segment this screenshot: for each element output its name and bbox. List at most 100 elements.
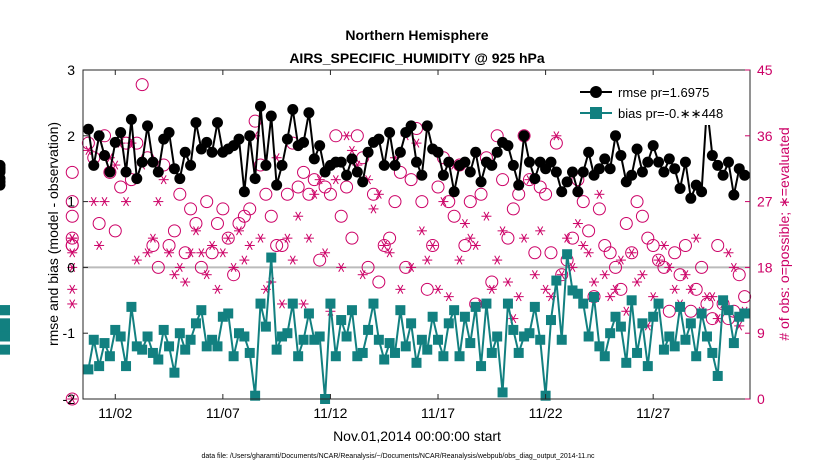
obs-possible-point: [259, 187, 273, 201]
obs-evaluated-point: [459, 218, 470, 229]
rmse-point: [523, 156, 535, 168]
rmse-point: [206, 146, 218, 158]
rmse-point: [351, 166, 363, 178]
obs-possible-point: [275, 238, 289, 252]
rmse-point: [190, 117, 202, 129]
rmse-point: [416, 169, 428, 181]
x-tick-label: 11/12: [313, 405, 347, 421]
rmse-point: [674, 182, 686, 194]
obs-possible-point: [496, 173, 510, 187]
obs-possible-point: [114, 180, 128, 194]
rmse-point: [669, 163, 681, 175]
obs-evaluated-point: [320, 248, 331, 258]
bias-point: [357, 347, 368, 358]
rmse-point: [550, 166, 562, 178]
bias-point: [212, 341, 223, 352]
rmse-point: [384, 127, 396, 139]
bias-point: [599, 351, 610, 362]
bias-point: [298, 334, 309, 345]
y-tick-label: -1: [63, 325, 76, 341]
rmse-point: [104, 166, 116, 178]
rmse-point: [99, 150, 111, 162]
obs-possible-point: [65, 238, 79, 252]
obs-possible-point: [447, 209, 461, 223]
obs-evaluated-point: [330, 175, 341, 185]
y2-tick-label: 9: [757, 325, 765, 341]
bias-point: [287, 298, 298, 309]
obs-evaluated-point: [346, 145, 357, 156]
bias-point: [680, 334, 691, 345]
obs-evaluated-point: [454, 255, 465, 265]
rmse-point: [136, 156, 148, 168]
obs-possible-point: [65, 231, 79, 245]
obs-evaluated-point: [379, 240, 390, 251]
rmse-point: [115, 127, 127, 139]
rmse-point: [335, 156, 347, 168]
rmse-point: [421, 120, 433, 132]
obs-evaluated-point: [341, 131, 352, 141]
obs-evaluated-point: [621, 306, 632, 316]
axes-frame: [82, 69, 751, 400]
obs-possible-point: [738, 290, 752, 304]
obs-possible-point: [528, 246, 542, 260]
y-tick-label: 0: [67, 259, 75, 275]
obs-evaluated-point: [589, 277, 600, 287]
bias-point: [266, 252, 277, 263]
obs-evaluated-point: [610, 284, 621, 294]
bias-point: [551, 275, 562, 286]
rmse-point: [647, 140, 659, 152]
obs-possible-point: [92, 217, 106, 231]
obs-possible-point: [555, 268, 569, 282]
bias-point: [352, 351, 363, 362]
rmse-point: [470, 146, 482, 158]
obs-possible-point: [415, 195, 429, 209]
obs-possible-point: [334, 209, 348, 223]
bias-point: [658, 344, 669, 355]
bias-point: [83, 364, 94, 375]
bias-point: [589, 292, 600, 303]
rmse-point: [389, 159, 401, 171]
obs-evaluated-point: [94, 240, 105, 251]
rmse-point: [0, 163, 6, 175]
rmse-point: [125, 113, 137, 125]
obs-evaluated-point: [147, 233, 158, 243]
obs-possible-point: [678, 238, 692, 252]
obs-evaluated-point: [492, 255, 503, 265]
bias-point: [675, 301, 686, 312]
obs-evaluated-point: [244, 240, 255, 251]
obs-evaluated-point: [691, 233, 702, 243]
rmse-point: [185, 159, 197, 171]
x-tick-label: 11/07: [206, 405, 240, 421]
obs-possible-point: [65, 209, 79, 223]
bias-point: [648, 311, 659, 322]
obs-possible-point: [210, 217, 224, 231]
bias-point: [497, 387, 508, 398]
obs-evaluated-point: [680, 270, 691, 280]
obs-evaluated-point: [599, 270, 610, 280]
bias-point: [153, 354, 164, 365]
obs-possible-point: [404, 173, 418, 187]
obs-evaluated-point: [519, 233, 530, 243]
obs-evaluated-point: [131, 255, 142, 265]
rmse-point: [658, 166, 670, 178]
y2-tick-label: 0: [757, 391, 765, 407]
bias-point: [217, 311, 228, 322]
rmse-point: [717, 169, 729, 181]
legend-bias-marker: [590, 107, 602, 119]
x-axis: 11/02 11/07 11/12 11/17 11/22 11/27: [98, 70, 670, 421]
bias-point: [0, 305, 10, 316]
bias-point: [502, 298, 513, 309]
obs-evaluated-point: [217, 248, 228, 258]
obs-evaluated-point: [583, 248, 594, 258]
obs-possible-point: [711, 238, 725, 252]
obs-possible-point: [463, 195, 477, 209]
obs-possible-point: [151, 260, 165, 274]
obs-evaluated-point: [502, 277, 513, 287]
y-axis-label-right: # of obs: o=possible; ∗=evaluated: [776, 127, 792, 340]
rmse-point: [491, 146, 503, 158]
bias-point: [314, 331, 325, 342]
rmse-point: [179, 146, 191, 158]
obs-evaluated-point: [384, 248, 395, 258]
bias-point: [476, 361, 487, 372]
rmse-point: [271, 179, 283, 191]
